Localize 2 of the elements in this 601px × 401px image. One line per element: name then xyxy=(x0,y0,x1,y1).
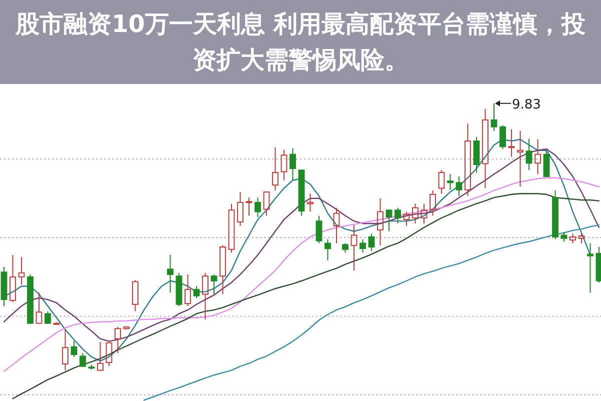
high-label: 9.83 xyxy=(512,97,541,112)
title: 股市融资10万一天利息 利用最高配资平台需谨慎，投资扩大需警惕风险。 xyxy=(14,9,586,76)
